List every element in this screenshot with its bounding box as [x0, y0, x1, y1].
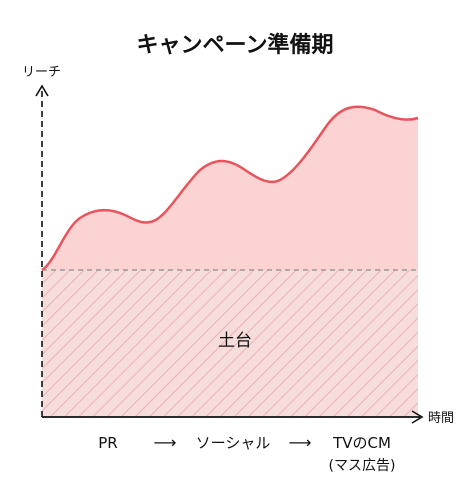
y-axis-arrowhead [35, 84, 49, 97]
reach-curve [41, 105, 419, 272]
phase-label-pr: PR [98, 434, 117, 452]
phase-sublabel-mass-ads: (マス広告) [329, 458, 396, 474]
reach-growth-area [42, 106, 418, 270]
x-axis-label: 時間 [428, 411, 454, 426]
base-area-label: 土台 [218, 331, 252, 351]
phase-label-tv-cm: TVのCM [332, 434, 391, 452]
diagram-title: キャンペーン準備期 [137, 32, 334, 58]
y-axis-label: リーチ [22, 65, 61, 80]
phase-arrow: ⟶ [154, 433, 177, 452]
x-axis-arrowhead [411, 410, 424, 424]
phase-label-social: ソーシャル [196, 434, 271, 452]
base-hatched-area [42, 270, 418, 417]
phase-arrow: ⟶ [289, 433, 312, 452]
